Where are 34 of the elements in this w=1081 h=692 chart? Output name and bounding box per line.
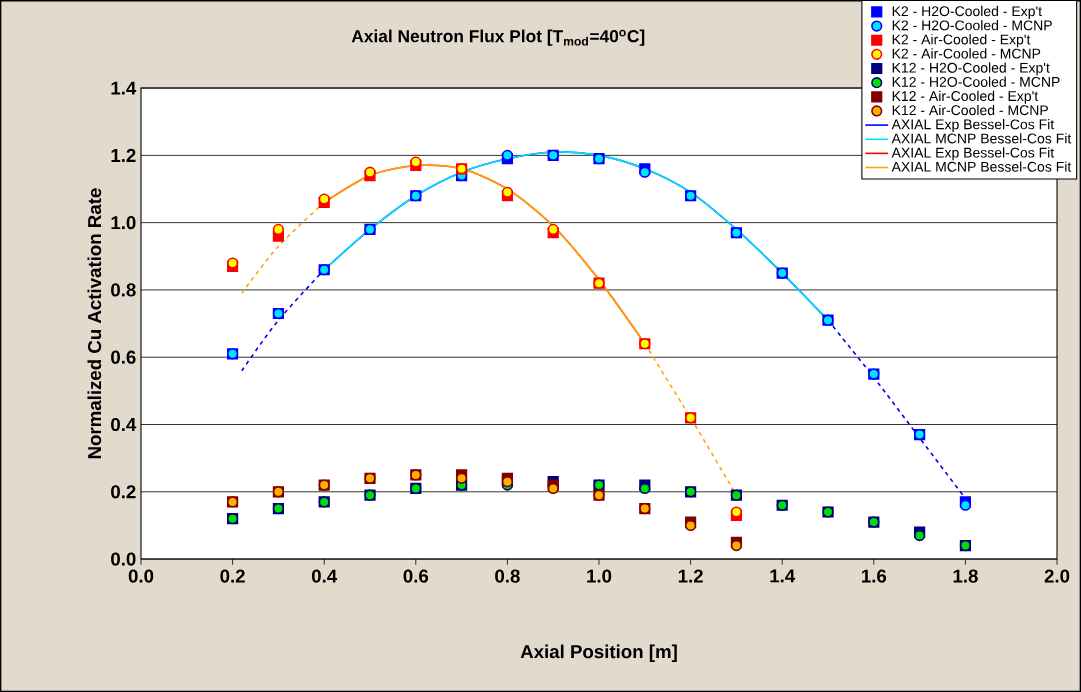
chart-title: Axial Neutron Flux Plot [T$_{mod}$=40$^{o}$C] xyxy=(351,29,645,46)
y-tick-label: 1.4 xyxy=(111,81,137,95)
x-tick-label: 1.2 xyxy=(678,569,703,583)
legend-label: K12 - H2O-Cooled - Exp't xyxy=(892,62,1050,76)
legend-label: AXIAL MCNP Bessel-Cos Fit xyxy=(891,133,1072,144)
legend-label: AXIAL Exp Bessel-Cos Fit xyxy=(891,118,1055,133)
y-tick-label: 0.6 xyxy=(111,350,136,364)
x-tick-label: 0.0 xyxy=(128,569,154,583)
legend-label: AXIAL Exp Bessel-Cos Fit xyxy=(891,147,1055,161)
x-tick-label: 0.4 xyxy=(311,569,338,583)
legend-label: AXIAL MCNP Bessel-Cos Fit xyxy=(891,161,1072,172)
y-tick-label: 1.2 xyxy=(111,148,136,162)
x-tick-label: 0.6 xyxy=(403,569,429,583)
legend-label: K12 - Air-Cooled - MCNP xyxy=(892,104,1048,116)
legend-label: K2 - Air-Cooled - MCNP xyxy=(892,48,1041,59)
y-tick-label: 0.8 xyxy=(111,283,136,297)
x-axis-title: Axial Position [m] xyxy=(520,644,677,662)
legend-label: K12 - H2O-Cooled - MCNP xyxy=(892,76,1060,87)
y-tick-label: 0.0 xyxy=(111,552,136,566)
x-tick-label: 2.0 xyxy=(1044,569,1070,583)
y-tick-label: 1.0 xyxy=(111,215,136,230)
x-tick-label: 1.6 xyxy=(862,569,887,583)
legend-label: K12 - Air-Cooled - Exp't xyxy=(892,90,1039,104)
y-tick-label: 0.4 xyxy=(111,417,137,432)
x-tick-label: 1.8 xyxy=(953,569,978,583)
y-tick-label: 0.2 xyxy=(111,485,136,499)
y-axis-title: Normalized Cu Activation Rate xyxy=(87,188,102,459)
legend-label: K2 - Air-Cooled - Exp't xyxy=(892,34,1031,48)
x-tick-label: 1.0 xyxy=(587,569,612,583)
legend-label: K2 - H2O-Cooled - MCNP xyxy=(892,19,1052,31)
legend-label: K2 - H2O-Cooled - Exp't xyxy=(892,5,1042,19)
x-tick-label: 0.2 xyxy=(220,569,245,583)
x-tick-label: 1.4 xyxy=(770,569,796,583)
x-tick-label: 0.8 xyxy=(495,569,520,583)
